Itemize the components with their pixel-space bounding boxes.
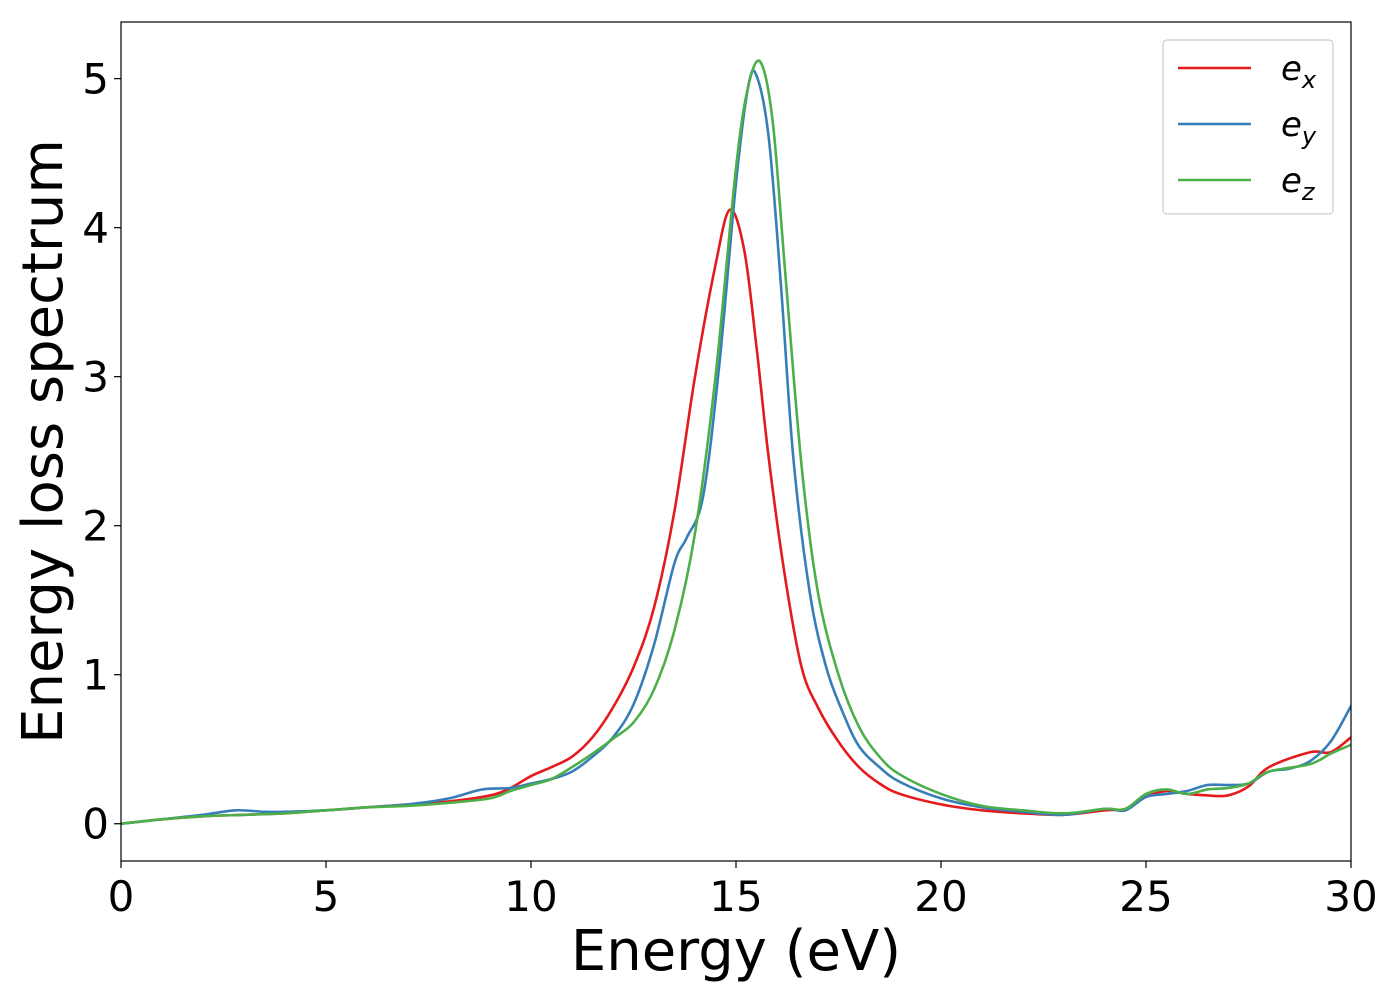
x-tick-label: 0 (108, 872, 135, 921)
legend-item-x: ex (1178, 49, 1317, 94)
legend-label: ex (1281, 49, 1317, 94)
y-tick-label: 0 (82, 800, 109, 849)
series-line-y (121, 69, 1351, 826)
y-tick-label: 3 (82, 353, 109, 402)
series-line-x (121, 208, 1351, 826)
y-axis-label: Energy loss spectrum (11, 139, 76, 744)
plot-layer (121, 59, 1351, 826)
series-lines (121, 59, 1351, 826)
x-tick-label: 5 (313, 872, 340, 921)
x-tick-label: 25 (1119, 872, 1172, 921)
y-ticks: 0 1 2 3 4 5 (82, 55, 121, 849)
legend-item-y: ey (1178, 105, 1317, 150)
plot-frame (120, 21, 1352, 862)
legend-label: ey (1281, 105, 1317, 150)
x-axis-label: Energy (eV) (571, 919, 901, 984)
y-tick-label: 2 (82, 502, 109, 551)
y-tick-label: 5 (82, 55, 109, 104)
x-tick-label: 15 (709, 872, 762, 921)
x-tick-label: 30 (1324, 872, 1377, 921)
x-ticks: 0 5 10 15 20 25 30 (108, 861, 1378, 921)
legend-box (1162, 39, 1334, 215)
legend: ex ey ez (1162, 39, 1334, 215)
x-tick-label: 20 (914, 872, 967, 921)
y-tick-label: 1 (82, 651, 109, 700)
x-tick-label: 10 (504, 872, 557, 921)
legend-label: ez (1281, 161, 1316, 206)
legend-item-z: ez (1178, 161, 1316, 206)
series-line-z (121, 59, 1351, 826)
y-tick-label: 4 (82, 204, 109, 253)
